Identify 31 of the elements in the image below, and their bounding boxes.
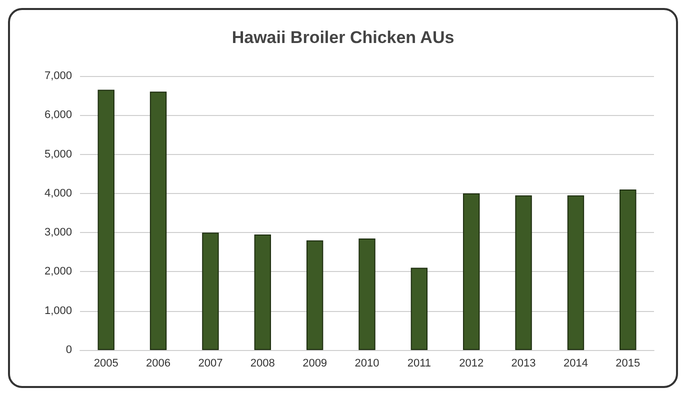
bar — [306, 240, 324, 350]
y-tick-label: 1,000 — [44, 304, 72, 317]
x-tick-label: 2007 — [198, 358, 223, 370]
x-tick-label: 2009 — [302, 358, 328, 370]
y-tick-label: 4,000 — [44, 187, 72, 200]
x-tick-label: 2012 — [459, 358, 484, 370]
x-tick-label: 2011 — [407, 358, 432, 370]
bar — [515, 195, 532, 350]
x-tick-label: 2006 — [146, 358, 171, 370]
x-tick-label: 2013 — [511, 358, 536, 370]
bar — [410, 268, 428, 350]
bar — [202, 232, 219, 350]
x-tick-label: 2005 — [94, 358, 118, 370]
x-tick-label: 2015 — [616, 358, 640, 370]
bar — [463, 193, 480, 350]
bar — [150, 92, 167, 350]
x-tick-label: 2010 — [354, 358, 380, 370]
bar — [567, 195, 584, 350]
chart-title: Hawaii Broiler Chicken AUs — [232, 28, 454, 47]
x-tick-label: 2014 — [563, 358, 588, 370]
y-tick-label: 0 — [66, 344, 72, 356]
y-tick-label: 3,000 — [44, 226, 72, 239]
bar — [620, 190, 636, 350]
bar — [358, 238, 376, 350]
bar — [98, 90, 114, 350]
y-tick-label: 6,000 — [44, 109, 72, 122]
y-tick-label: 5,000 — [44, 148, 72, 160]
bar — [254, 234, 271, 350]
y-tick-label: 7,000 — [44, 70, 72, 82]
y-tick-label: 2,000 — [44, 266, 72, 278]
x-tick-label: 2008 — [250, 358, 275, 370]
